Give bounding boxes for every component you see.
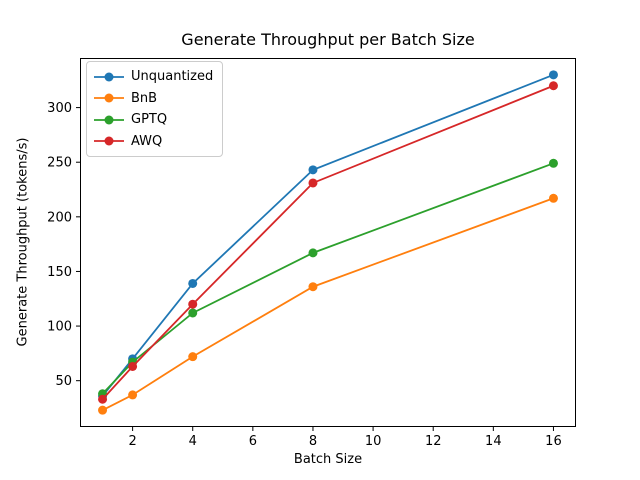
data-point-bnb (308, 282, 318, 292)
data-point-bnb (188, 352, 198, 362)
data-point-awq (188, 299, 198, 309)
legend-label: Unquantized (131, 69, 214, 85)
legend: Unquantized BnB GPTQ AWQ (86, 61, 224, 157)
legend-item-bnb: BnB (94, 88, 213, 110)
data-point-bnb (98, 405, 108, 415)
legend-label: GPTQ (131, 112, 168, 128)
legend-item-awq: AWQ (94, 131, 213, 153)
data-point-awq (548, 81, 558, 91)
data-point-gptq (308, 248, 318, 258)
series-line-bnb (102, 197, 554, 411)
data-point-bnb (128, 390, 138, 400)
data-point-unquantized (548, 70, 558, 80)
y-tick-label: 200 (47, 210, 72, 225)
x-tick-label: 14 (485, 434, 502, 449)
legend-item-gptq: GPTQ (94, 109, 213, 131)
x-tick-label: 2 (128, 434, 136, 449)
data-point-unquantized (308, 165, 318, 175)
legend-item-unquantized: Unquantized (94, 66, 213, 88)
chart-title: Generate Throughput per Batch Size (181, 30, 475, 49)
data-point-awq (308, 178, 318, 188)
y-tick-label: 100 (47, 320, 72, 335)
y-tick-label: 300 (47, 101, 72, 116)
data-point-bnb (548, 193, 558, 203)
y-tick-label: 250 (47, 156, 72, 171)
x-tick-label: 12 (425, 434, 442, 449)
x-tick-label: 8 (309, 434, 317, 449)
legend-label: BnB (131, 90, 158, 106)
x-axis-label: Batch Size (293, 452, 363, 467)
x-tick-label: 16 (545, 434, 562, 449)
axes-border (80, 58, 576, 427)
x-tick-label: 10 (365, 434, 382, 449)
data-point-gptq (548, 158, 558, 168)
series-line-gptq (101, 162, 554, 395)
y-tick-label: 150 (47, 265, 72, 280)
data-point-awq (98, 394, 108, 404)
legend-line-marker-icon (94, 72, 124, 82)
data-point-unquantized (188, 278, 198, 288)
legend-label: AWQ (131, 133, 163, 149)
x-tick-label: 4 (189, 434, 197, 449)
data-point-gptq (188, 308, 198, 318)
legend-line-marker-icon (94, 93, 124, 103)
data-point-awq (128, 361, 138, 371)
legend-line-marker-icon (94, 136, 124, 146)
x-tick-label: 6 (249, 434, 257, 449)
legend-line-marker-icon (94, 115, 124, 125)
y-tick-label: 50 (55, 374, 72, 389)
